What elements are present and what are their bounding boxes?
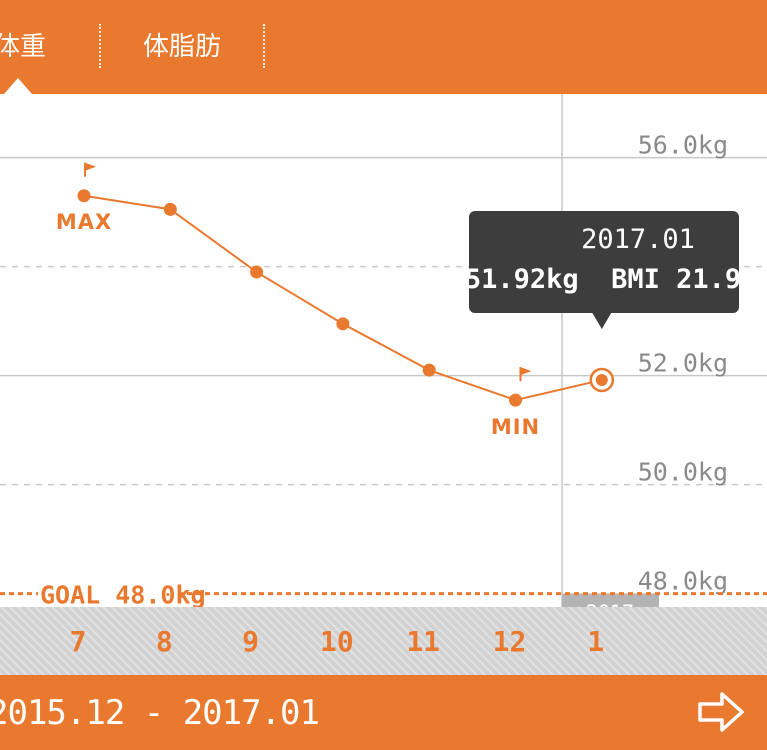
flag-icon (519, 367, 532, 382)
selected-tab-indicator (4, 78, 32, 94)
x-tick-label[interactable]: 10 (320, 625, 354, 658)
next-period-button[interactable] (692, 689, 748, 735)
x-tick-label[interactable]: 11 (406, 625, 441, 658)
y-tick-label: 48.0kg (638, 567, 728, 596)
date-range-label: 2015.12 - 2017.01 (0, 693, 320, 733)
y-tick-label: 56.0kg (638, 131, 728, 160)
x-tick-label[interactable]: 1 (587, 625, 605, 658)
date-range-bar: 2015.12 - 2017.01 (0, 675, 767, 750)
tab-divider (263, 24, 265, 68)
y-tick-label: 52.0kg (638, 349, 728, 378)
min-label: MIN (491, 415, 540, 439)
x-tick-label[interactable]: 9 (242, 625, 260, 658)
tooltip-date: 2017.01 (581, 224, 695, 255)
data-point[interactable] (250, 265, 264, 279)
data-point[interactable] (163, 202, 177, 216)
tab-body-fat[interactable]: 体脂肪 (143, 31, 222, 61)
tab-divider (99, 24, 101, 68)
max-label: MAX (56, 210, 112, 234)
arrow-right-icon (698, 692, 744, 732)
data-point[interactable] (336, 317, 350, 331)
year-badge (562, 593, 659, 607)
data-point[interactable] (77, 189, 91, 203)
data-point[interactable] (509, 393, 522, 407)
data-point[interactable] (422, 363, 436, 377)
month-axis: 7 8 9 10 11 12 1 (0, 607, 767, 675)
tab-weight[interactable]: 体重 (0, 31, 47, 61)
flag-icon (84, 162, 96, 177)
tooltip-value: 51.92kg BMI 21.9 (465, 264, 741, 295)
value-tooltip: 2017.01 51.92kg BMI 21.9 (465, 211, 741, 329)
tab-bar: 体重 体脂肪 (0, 0, 767, 94)
x-tick-label[interactable]: 7 (69, 625, 87, 658)
data-point[interactable] (595, 373, 608, 386)
y-tick-label: 50.0kg (638, 458, 728, 487)
x-tick-label[interactable]: 12 (492, 625, 527, 658)
x-tick-label[interactable]: 8 (155, 625, 173, 658)
goal-label: GOAL 48.0kg (40, 581, 206, 607)
